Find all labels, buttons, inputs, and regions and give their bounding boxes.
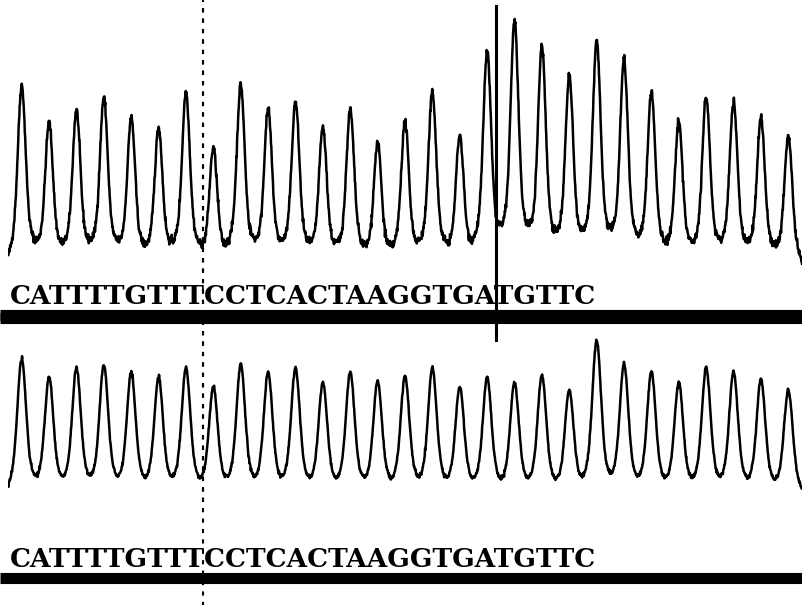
Text: CATTTTGTTTCCTCACTAAGGTGATGTTC: CATTTTGTTTCCTCACTAAGGTGATGTTC bbox=[10, 547, 596, 572]
Text: CATTTTGTTTCCTCACTAAGGTGATGTTC: CATTTTGTTTCCTCACTAAGGTGATGTTC bbox=[10, 284, 596, 309]
